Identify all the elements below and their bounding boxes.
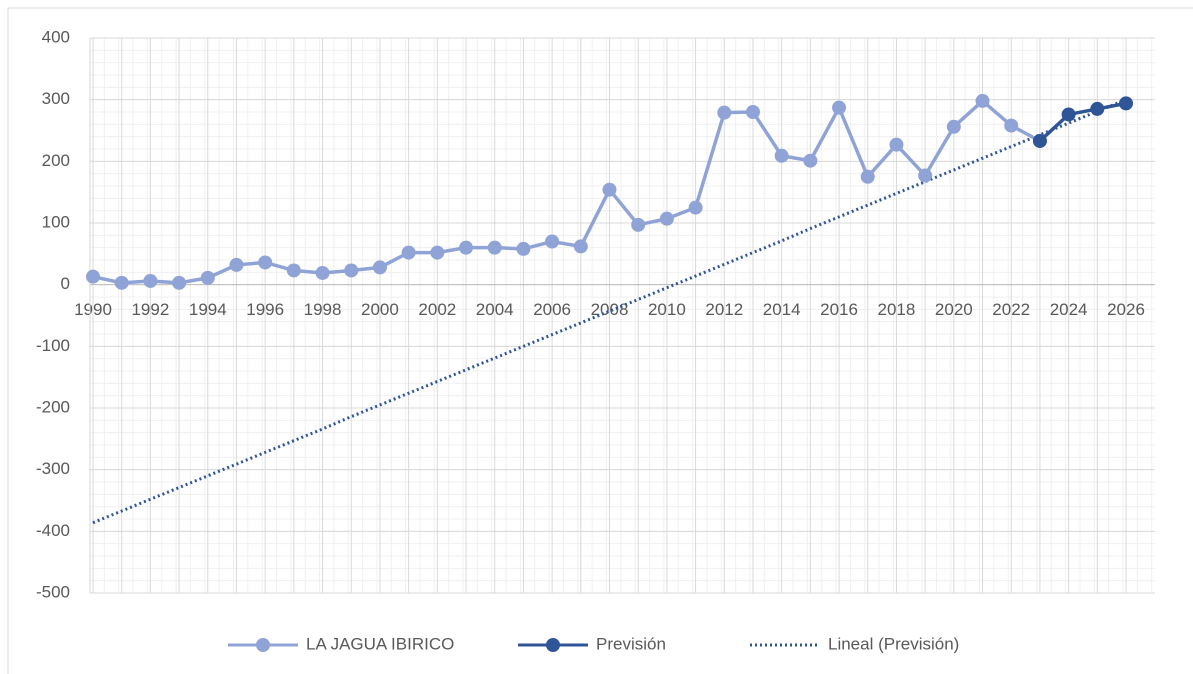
y-tick-label: 200 xyxy=(42,151,70,170)
minor-grid xyxy=(89,37,1155,594)
y-tick-label: 400 xyxy=(42,27,70,46)
marker xyxy=(315,265,330,280)
marker xyxy=(602,182,617,197)
marker xyxy=(401,245,416,260)
x-tick-label: 2012 xyxy=(705,300,743,319)
x-tick-label: 1992 xyxy=(131,300,169,319)
marker xyxy=(229,257,244,272)
marker xyxy=(487,240,502,255)
marker xyxy=(114,275,129,290)
marker xyxy=(372,260,387,275)
x-tick-label: 2004 xyxy=(476,300,514,319)
marker xyxy=(631,217,646,232)
y-tick-label: -500 xyxy=(36,582,70,601)
marker xyxy=(688,200,703,215)
marker xyxy=(918,168,933,183)
x-tick-label: 2000 xyxy=(361,300,399,319)
legend-marker xyxy=(256,638,270,652)
x-tick-label: 1994 xyxy=(189,300,227,319)
marker xyxy=(344,263,359,278)
x-tick-label: 2010 xyxy=(648,300,686,319)
marker xyxy=(717,105,732,120)
series-line xyxy=(1038,101,1127,143)
marker xyxy=(545,234,560,249)
marker xyxy=(1032,133,1047,148)
series-line xyxy=(92,98,1127,525)
marker xyxy=(258,255,273,270)
marker xyxy=(516,241,531,256)
x-tick-label: 2018 xyxy=(878,300,916,319)
y-tick-label: -300 xyxy=(36,459,70,478)
series-line xyxy=(92,98,1041,285)
y-tick-label: -400 xyxy=(36,521,70,540)
legend-label: LA JAGUA IBIRICO xyxy=(306,634,454,653)
x-tick-label: 2006 xyxy=(533,300,571,319)
marker xyxy=(745,105,760,119)
marker xyxy=(1004,118,1019,133)
y-tick-label: 0 xyxy=(61,274,70,293)
y-tick-label: 300 xyxy=(42,89,70,108)
x-tick-label: 2008 xyxy=(591,300,629,319)
marker xyxy=(860,169,875,184)
marker xyxy=(832,100,847,115)
legend-label: Previsión xyxy=(596,634,666,653)
x-tick-label: 1990 xyxy=(74,300,112,319)
marker xyxy=(200,270,215,285)
marker xyxy=(143,273,158,288)
marker xyxy=(774,148,789,163)
x-tick-label: 2020 xyxy=(935,300,973,319)
marker xyxy=(659,211,674,226)
marker xyxy=(1119,96,1133,111)
y-tick-label: -100 xyxy=(36,336,70,355)
x-tick-label: 1996 xyxy=(246,300,284,319)
x-tick-label: 2026 xyxy=(1107,300,1145,319)
x-tick-label: 1998 xyxy=(304,300,342,319)
marker xyxy=(286,263,301,278)
marker xyxy=(86,269,100,284)
marker xyxy=(1090,101,1105,116)
marker xyxy=(573,239,588,254)
x-tick-label: 2002 xyxy=(418,300,456,319)
legend-marker xyxy=(546,638,560,652)
x-tick-label: 2014 xyxy=(763,300,801,319)
marker xyxy=(803,153,818,168)
legend-label: Lineal (Previsión) xyxy=(828,634,959,653)
marker xyxy=(946,119,961,134)
y-tick-label: -200 xyxy=(36,397,70,416)
x-tick-label: 2022 xyxy=(992,300,1030,319)
x-tick-label: 2024 xyxy=(1050,300,1088,319)
marker xyxy=(459,240,474,255)
marker xyxy=(172,275,187,290)
marker xyxy=(1061,107,1076,122)
y-tick-label: 100 xyxy=(42,212,70,231)
marker xyxy=(889,137,904,152)
x-tick-label: 2016 xyxy=(820,300,858,319)
marker xyxy=(430,245,445,260)
marker xyxy=(975,93,990,108)
